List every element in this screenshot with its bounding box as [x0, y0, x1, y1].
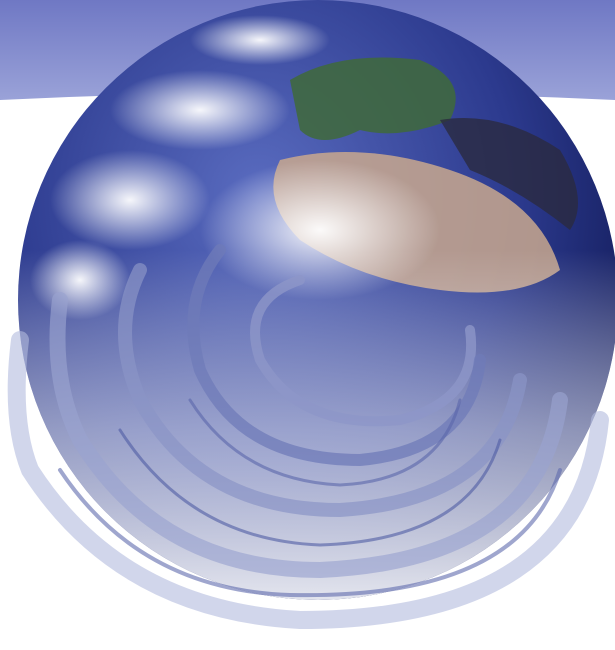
- page-edge: [58, 468, 562, 598]
- paper-swirl: [7, 244, 609, 630]
- page-edge: [49, 292, 568, 579]
- cloud: [50, 150, 210, 250]
- page-edge: [7, 331, 609, 630]
- page-edge: [187, 244, 486, 467]
- cloud: [190, 15, 330, 65]
- europe: [290, 57, 456, 140]
- page-edge: [188, 398, 462, 487]
- page-edge: [118, 263, 527, 518]
- page-edge: [250, 275, 477, 427]
- cloud: [110, 70, 290, 150]
- page-edge: [118, 428, 502, 547]
- middle-east: [440, 118, 578, 230]
